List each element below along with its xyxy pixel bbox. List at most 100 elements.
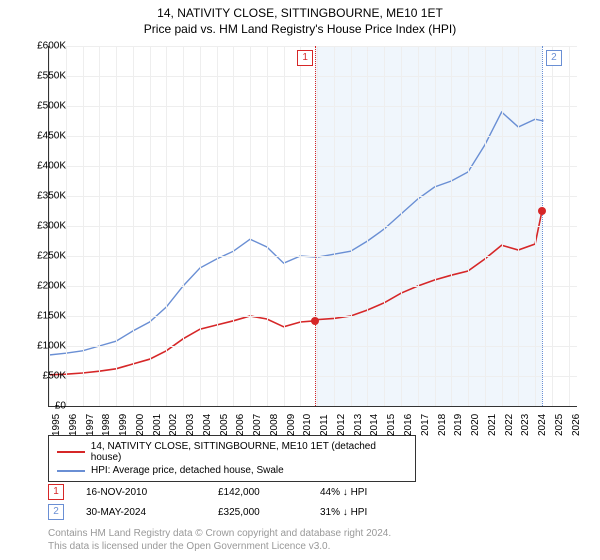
y-axis-label: £450K (37, 131, 66, 142)
x-axis-label: 2013 (353, 414, 364, 436)
x-axis-label: 2014 (369, 414, 380, 436)
series-hpi (49, 112, 544, 355)
x-axis-label: 2016 (403, 414, 414, 436)
gridline-v (401, 46, 402, 406)
gridline-v (83, 46, 84, 406)
title-block: 14, NATIVITY CLOSE, SITTINGBOURNE, ME10 … (0, 0, 600, 36)
marker-box: 1 (297, 50, 313, 66)
transaction-index-box: 2 (48, 504, 64, 520)
marker-box: 2 (546, 50, 562, 66)
y-axis-label: £600K (37, 41, 66, 52)
transaction-vs-hpi: 44% ↓ HPI (320, 487, 410, 498)
legend-label: HPI: Average price, detached house, Swal… (91, 465, 284, 476)
footer-line: Contains HM Land Registry data © Crown c… (48, 528, 391, 541)
x-axis-label: 2021 (487, 414, 498, 436)
gridline-v (200, 46, 201, 406)
legend-item: 14, NATIVITY CLOSE, SITTINGBOURNE, ME10 … (57, 440, 407, 464)
y-axis-label: £100K (37, 341, 66, 352)
gridline-h (49, 226, 577, 227)
gridline-v (451, 46, 452, 406)
x-axis-label: 2004 (202, 414, 213, 436)
data-point (311, 317, 319, 325)
x-axis-label: 2000 (135, 414, 146, 436)
gridline-v (317, 46, 318, 406)
x-axis-label: 2009 (286, 414, 297, 436)
legend-swatch (57, 470, 85, 472)
y-axis-label: £400K (37, 161, 66, 172)
gridline-h (49, 196, 577, 197)
x-axis-label: 2005 (219, 414, 230, 436)
y-axis-label: £0 (55, 401, 66, 412)
x-axis-label: 2012 (336, 414, 347, 436)
x-axis-label: 1996 (68, 414, 79, 436)
gridline-v (99, 46, 100, 406)
x-axis-label: 1999 (118, 414, 129, 436)
x-axis-label: 2003 (185, 414, 196, 436)
x-axis-label: 1997 (85, 414, 96, 436)
gridline-v (418, 46, 419, 406)
gridline-v (233, 46, 234, 406)
transaction-price: £325,000 (218, 507, 298, 518)
x-axis-label: 1995 (51, 414, 62, 436)
legend-label: 14, NATIVITY CLOSE, SITTINGBOURNE, ME10 … (91, 441, 407, 463)
marker-line (542, 46, 543, 406)
gridline-v (569, 46, 570, 406)
gridline-v (183, 46, 184, 406)
marker-line (315, 46, 316, 406)
gridline-h (49, 106, 577, 107)
gridline-h (49, 166, 577, 167)
gridline-v (250, 46, 251, 406)
y-axis-label: £500K (37, 101, 66, 112)
x-axis-label: 2015 (386, 414, 397, 436)
x-axis-label: 1998 (101, 414, 112, 436)
line-chart: 12 (48, 46, 577, 407)
chart-title: 14, NATIVITY CLOSE, SITTINGBOURNE, ME10 … (0, 6, 600, 20)
table-row: 1 16-NOV-2010 £142,000 44% ↓ HPI (48, 482, 410, 502)
y-axis-label: £200K (37, 281, 66, 292)
gridline-v (267, 46, 268, 406)
x-axis-label: 2025 (554, 414, 565, 436)
legend-swatch (57, 451, 85, 453)
x-axis-label: 2017 (420, 414, 431, 436)
x-axis-label: 2022 (504, 414, 515, 436)
gridline-v (535, 46, 536, 406)
gridline-v (351, 46, 352, 406)
x-axis-label: 2024 (537, 414, 548, 436)
gridline-v (150, 46, 151, 406)
gridline-v (300, 46, 301, 406)
gridline-v (217, 46, 218, 406)
gridline-v (284, 46, 285, 406)
gridline-h (49, 136, 577, 137)
y-axis-label: £150K (37, 311, 66, 322)
gridline-h (49, 376, 577, 377)
data-point (538, 207, 546, 215)
x-axis-label: 2010 (302, 414, 313, 436)
y-axis-label: £300K (37, 221, 66, 232)
y-axis-label: £350K (37, 191, 66, 202)
chart-subtitle: Price paid vs. HM Land Registry's House … (0, 22, 600, 36)
gridline-v (384, 46, 385, 406)
footer-line: This data is licensed under the Open Gov… (48, 541, 391, 554)
gridline-v (116, 46, 117, 406)
gridline-v (166, 46, 167, 406)
x-axis-label: 2006 (235, 414, 246, 436)
table-row: 2 30-MAY-2024 £325,000 31% ↓ HPI (48, 502, 410, 522)
x-axis-label: 2008 (269, 414, 280, 436)
x-axis-label: 2023 (520, 414, 531, 436)
gridline-v (552, 46, 553, 406)
gridline-v (435, 46, 436, 406)
gridline-v (133, 46, 134, 406)
transaction-date: 16-NOV-2010 (86, 487, 196, 498)
transaction-table: 1 16-NOV-2010 £142,000 44% ↓ HPI 2 30-MA… (48, 482, 410, 522)
gridline-h (49, 46, 577, 47)
gridline-v (502, 46, 503, 406)
x-axis-label: 2020 (470, 414, 481, 436)
x-axis-label: 2018 (437, 414, 448, 436)
x-axis-label: 2002 (168, 414, 179, 436)
footer: Contains HM Land Registry data © Crown c… (48, 528, 391, 553)
gridline-v (485, 46, 486, 406)
transaction-vs-hpi: 31% ↓ HPI (320, 507, 410, 518)
gridline-h (49, 286, 577, 287)
gridline-v (518, 46, 519, 406)
gridline-v (468, 46, 469, 406)
